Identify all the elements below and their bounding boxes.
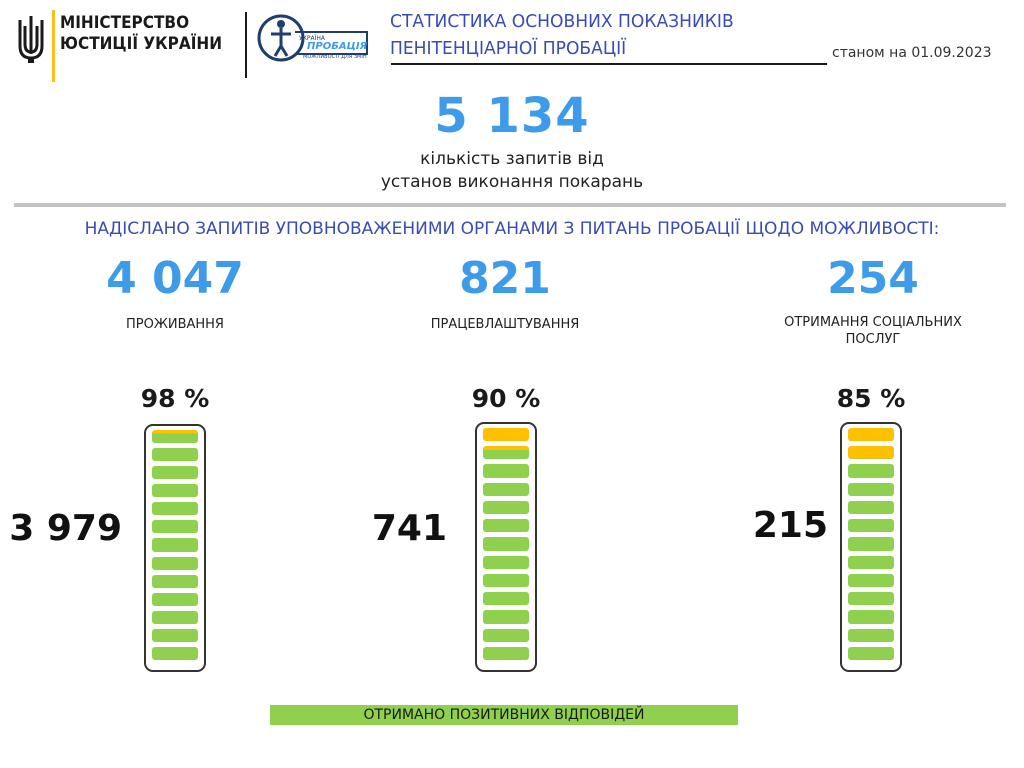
gauge-segment [483,610,529,624]
percent-gauge [144,424,206,672]
gauge-segment [152,538,198,552]
gauge-segment [483,573,529,588]
gauge-segment [152,610,198,624]
page-title-line1: СТАТИСТИКА ОСНОВНИХ ПОКАЗНИКІВ [390,11,734,32]
total-requests-value: 5 134 [434,88,590,144]
gauge-segment [848,555,894,569]
gauge-segment [848,628,894,642]
ministry-name: МІНІСТЕРСТВО ЮСТИЦІЇ УКРАЇНИ [60,13,222,55]
gauge-segment [152,484,198,498]
chart-subtitle: НАДІСЛАНО ЗАПИТІВ УПОВНОВАЖЕНИМИ ОРГАНАМ… [84,219,940,239]
gauge-segment [483,519,529,533]
gauge-segment [848,592,894,606]
gauge-segment [152,520,198,534]
gauge-segment [848,537,894,551]
gauge-segment [848,482,894,496]
ministry-name-line2: ЮСТИЦІЇ УКРАЇНИ [60,34,222,54]
gauge-segment [483,537,529,551]
gauge-segment [848,573,894,588]
gauge-segment [152,628,198,642]
gauge-segment [152,592,198,606]
category-requests-value: 254 [827,253,919,304]
gauge-segment [152,448,198,462]
gauge-segment [848,446,894,460]
coat-of-arms-icon [18,16,44,63]
percent-gauge [475,422,537,672]
probation-logo-slogan: МОЖЛИВОСТІ ДЛЯ ЗМІН [303,54,367,60]
total-requests-label-line1: кількість запитів від [420,149,604,169]
gauge-segment [483,555,529,569]
gauge-segment [483,464,529,478]
category-label-line: ОТРИМАННЯ СОЦІАЛЬНИХ [784,315,962,330]
gauge-segment [152,646,198,660]
category-label-line: ПРАЦЕВЛАШТУВАННЯ [430,317,580,332]
gauge-segment [152,556,198,570]
ministry-name-line1: МІНІСТЕРСТВО [60,13,190,33]
category-percent-label: 90 % [471,384,541,413]
gauge-segment [152,574,198,588]
legend-positive-responses: ОТРИМАНО ПОЗИТИВНИХ ВІДПОВІДЕЙ [270,705,738,725]
category-label-line: ПРОЖИВАННЯ [126,317,224,332]
gauge-segment [848,610,894,624]
category-label: ПРОЖИВАННЯ [55,316,295,333]
probation-logo-word: ПРОБАЦІЯ [307,41,368,52]
category-positive-value: 215 [752,505,828,546]
gauge-segment [483,428,529,442]
gauge-segment [483,500,529,515]
category-label: ОТРИМАННЯ СОЦІАЛЬНИХ ПОСЛУГ [753,314,993,348]
total-requests-label: кількість запитів від установ виконання … [312,148,712,194]
gauge-segment [483,646,529,660]
gauge-segment [152,466,198,480]
category-positive-value: 3 979 [9,508,122,549]
gauge-segment [483,592,529,606]
category-label: ПРАЦЕВЛАШТУВАННЯ [385,316,625,333]
gauge-segment [483,628,529,642]
gauge-segment [152,430,198,444]
probation-logo-country: УКРАЇНА [299,35,326,42]
ministry-accent-bar [52,10,55,82]
gauge-segment [152,502,198,516]
category-requests-value: 821 [459,253,551,304]
gauge-segment [848,428,894,442]
percent-gauge [840,422,902,672]
gauge-segment [848,500,894,515]
section-divider [14,203,1006,207]
logo-divider [245,12,247,78]
probation-logo: УКРАЇНА ПРОБАЦІЯ МОЖЛИВОСТІ ДЛЯ ЗМІН [257,14,368,62]
total-requests-label-line2: установ виконання покарань [380,172,644,192]
page-title-line2: ПЕНІТЕНЦІАРНОЇ ПРОБАЦІЇ [390,38,627,59]
gauge-segment [483,446,529,460]
title-underline [391,63,827,65]
as-of-date: станом на 01.09.2023 [832,45,992,61]
page-title: СТАТИСТИКА ОСНОВНИХ ПОКАЗНИКІВ ПЕНІТЕНЦІ… [390,8,734,62]
category-label-line: ПОСЛУГ [845,332,901,347]
gauge-segment [848,646,894,660]
category-percent-label: 85 % [836,384,906,413]
gauge-segment [483,482,529,496]
category-requests-value: 4 047 [106,253,244,304]
gauge-segment [848,464,894,478]
gauge-segment [848,519,894,533]
category-positive-value: 741 [371,508,447,549]
category-percent-label: 98 % [140,384,210,413]
